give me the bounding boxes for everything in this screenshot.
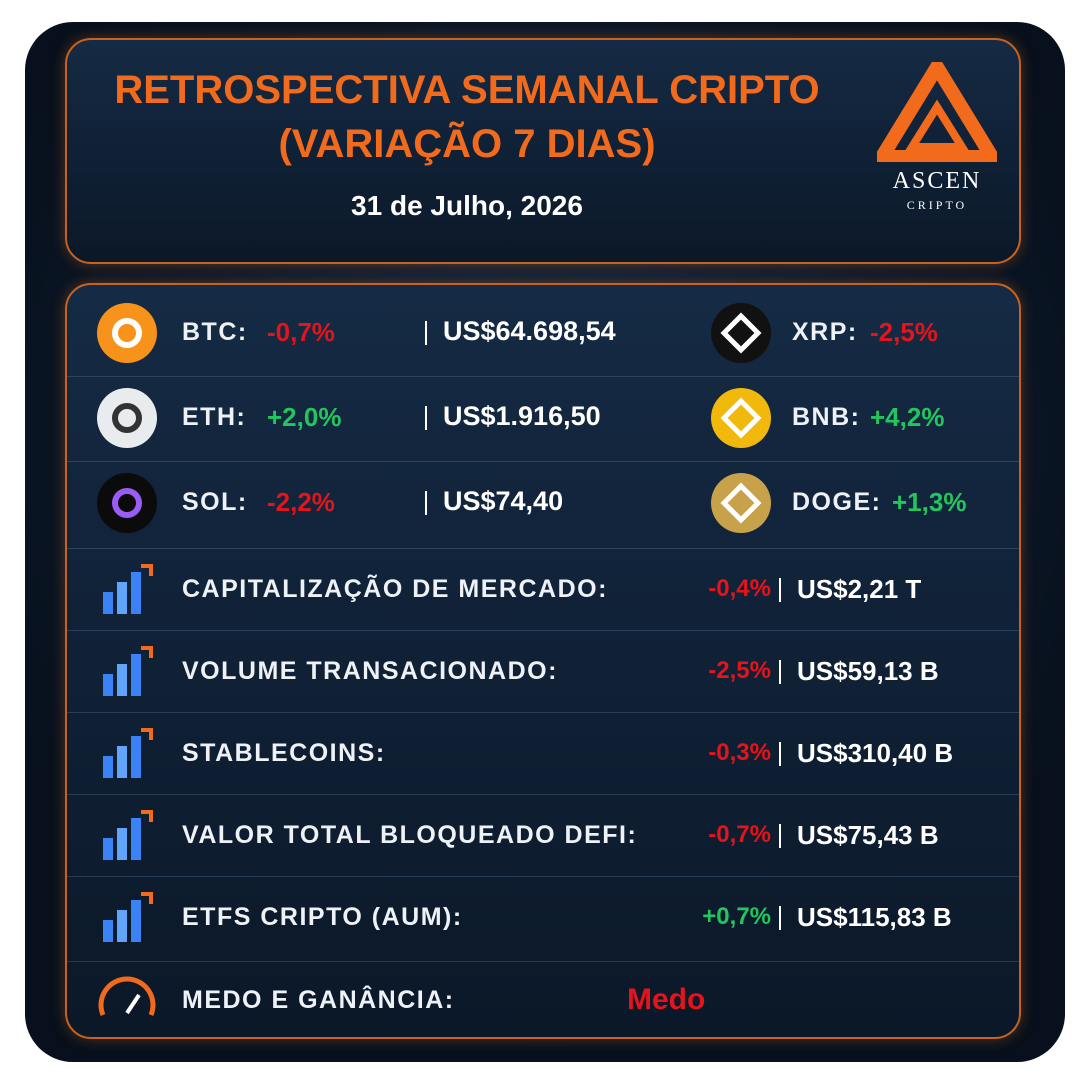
metric-value: US$59,13 B bbox=[797, 656, 939, 686]
icon-graphic bbox=[97, 473, 157, 533]
coin-price: US$74,40 bbox=[443, 486, 564, 516]
coin-change: -0,7% bbox=[267, 317, 335, 347]
metric-value: US$75,43 B bbox=[797, 820, 939, 850]
icon bbox=[95, 471, 159, 540]
pair-label: DOGE: bbox=[792, 488, 882, 516]
frame: RETROSPECTIVA SEMANAL CRIPTO (VARIAÇÃO 7… bbox=[25, 22, 1065, 1062]
coin-label: BTC: bbox=[182, 318, 248, 346]
icon bbox=[709, 386, 773, 455]
coin-change: +2,0% bbox=[267, 402, 342, 432]
pair-label: BNB: bbox=[792, 403, 861, 431]
metric-value: US$310,40 B bbox=[797, 738, 954, 768]
icon-graphic bbox=[711, 388, 771, 448]
metric-change: +0,7% bbox=[702, 903, 771, 930]
icon bbox=[95, 386, 159, 455]
separator bbox=[425, 406, 427, 430]
icon bbox=[95, 804, 159, 873]
metric-label: ETFS CRIPTO (AUM): bbox=[182, 903, 463, 931]
coin-price: US$64.698,54 bbox=[443, 316, 616, 346]
metric-change: -0,4% bbox=[708, 575, 771, 602]
icon-graphic bbox=[103, 646, 153, 696]
metric-label: STABLECOINS: bbox=[182, 739, 386, 767]
metric-change: -0,3% bbox=[708, 739, 771, 766]
row-divider bbox=[67, 961, 1019, 962]
logo-mark bbox=[877, 62, 997, 162]
row-divider bbox=[67, 548, 1019, 549]
separator bbox=[779, 824, 781, 848]
sentiment-label: MEDO E GANÂNCIA: bbox=[182, 986, 455, 1014]
metric-label: CAPITALIZAÇÃO DE MERCADO: bbox=[182, 575, 608, 603]
pair-label: XRP: bbox=[792, 318, 858, 346]
icon-graphic bbox=[98, 976, 156, 1016]
separator bbox=[779, 742, 781, 766]
metric-change: -2,5% bbox=[708, 657, 771, 684]
metric-label: VALOR TOTAL BLOQUEADO DEFI: bbox=[182, 821, 638, 849]
logo-tagline: CRIPTO bbox=[906, 198, 968, 212]
logo-name: ASCEN bbox=[892, 168, 982, 194]
title-line: RETROSPECTIVA SEMANAL CRIPTO bbox=[114, 68, 820, 112]
row-divider bbox=[67, 794, 1019, 795]
icon bbox=[709, 301, 773, 370]
row-divider bbox=[67, 460, 1019, 462]
pair-change: +4,2% bbox=[870, 402, 945, 432]
separator bbox=[779, 660, 781, 684]
row-divider bbox=[67, 712, 1019, 713]
coin-label: SOL: bbox=[182, 488, 248, 516]
icon-graphic bbox=[103, 564, 153, 614]
metric-change: -0,7% bbox=[708, 821, 771, 848]
header-box: RETROSPECTIVA SEMANAL CRIPTO (VARIAÇÃO 7… bbox=[65, 38, 1021, 264]
pair-change: -2,5% bbox=[870, 317, 938, 347]
icon-graphic bbox=[97, 388, 157, 448]
metric-value: US$2,21 T bbox=[797, 574, 922, 604]
coin-label: ETH: bbox=[182, 403, 247, 431]
icon bbox=[95, 558, 159, 627]
separator bbox=[779, 906, 781, 930]
icon bbox=[95, 722, 159, 791]
title-line: (VARIAÇÃO 7 DIAS) bbox=[278, 122, 656, 166]
separator bbox=[779, 578, 781, 602]
icon-graphic bbox=[103, 892, 153, 942]
row-divider bbox=[67, 876, 1019, 877]
coin-change: -2,2% bbox=[267, 487, 335, 517]
icon-graphic bbox=[97, 303, 157, 363]
coin-price: US$1.916,50 bbox=[443, 401, 601, 431]
icon-graphic bbox=[711, 303, 771, 363]
icon bbox=[95, 301, 159, 370]
icon-graphic bbox=[103, 810, 153, 860]
row-divider bbox=[67, 630, 1019, 631]
icon bbox=[709, 471, 773, 540]
separator bbox=[425, 491, 427, 515]
icon bbox=[95, 969, 159, 1038]
icon bbox=[95, 886, 159, 955]
separator bbox=[425, 321, 427, 345]
icon bbox=[95, 640, 159, 709]
metric-value: US$115,83 B bbox=[797, 902, 952, 932]
row-divider bbox=[67, 375, 1019, 377]
sentiment-value: Medo bbox=[627, 983, 706, 1016]
pair-change: +1,3% bbox=[892, 487, 967, 517]
date: 31 de Julho, 2026 bbox=[351, 190, 583, 221]
main-box: BTC: -0,7% US$64.698,54 XRP: -2,5% ETH: +2,0% U… bbox=[65, 283, 1021, 1039]
icon-graphic bbox=[711, 473, 771, 533]
icon-graphic bbox=[103, 728, 153, 778]
metric-label: VOLUME TRANSACIONADO: bbox=[182, 657, 558, 685]
